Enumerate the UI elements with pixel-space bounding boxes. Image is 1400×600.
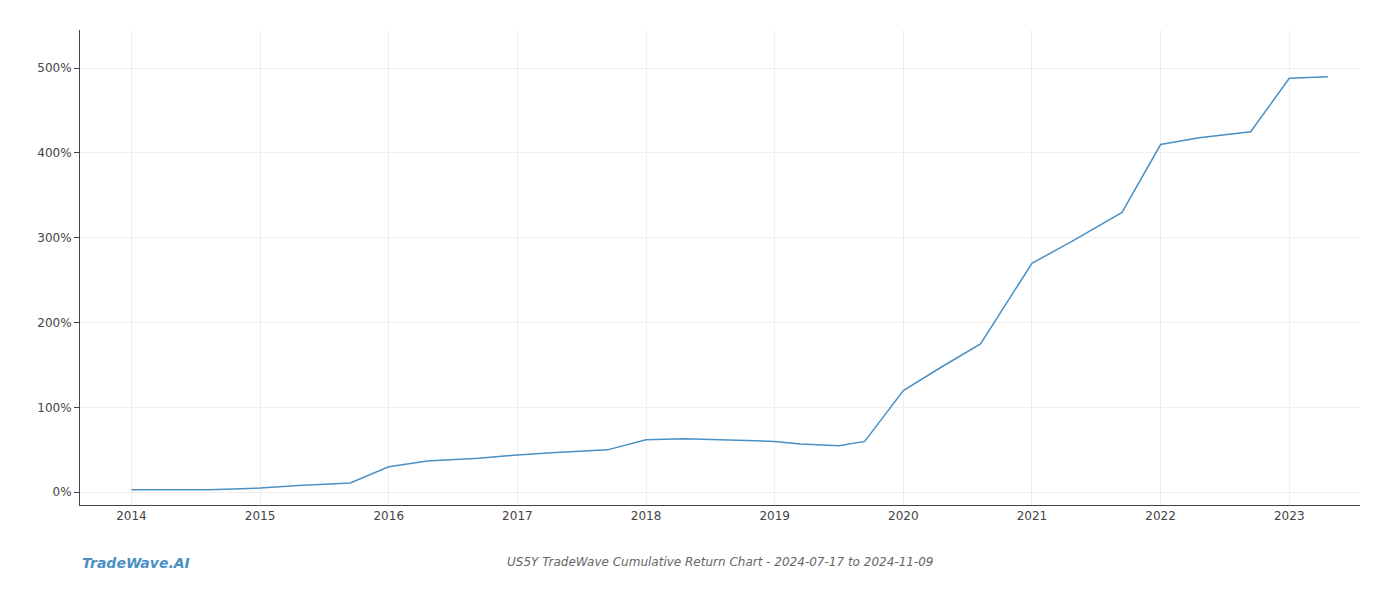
svg-text:100%: 100% [37,401,71,415]
svg-text:300%: 300% [37,231,71,245]
svg-text:2015: 2015 [245,509,276,523]
svg-text:200%: 200% [37,316,71,330]
svg-text:2017: 2017 [502,509,533,523]
svg-text:0%: 0% [53,485,72,499]
svg-text:400%: 400% [37,146,71,160]
svg-text:2019: 2019 [759,509,790,523]
svg-text:2014: 2014 [116,509,147,523]
svg-text:2016: 2016 [373,509,404,523]
svg-text:2022: 2022 [1145,509,1176,523]
svg-text:500%: 500% [37,61,71,75]
svg-text:2020: 2020 [888,509,919,523]
svg-text:2018: 2018 [631,509,662,523]
svg-text:TradeWave.AI: TradeWave.AI [82,555,190,571]
svg-text:US5Y TradeWave Cumulative Retu: US5Y TradeWave Cumulative Return Chart -… [507,555,934,569]
svg-text:2021: 2021 [1017,509,1048,523]
svg-text:2023: 2023 [1274,509,1305,523]
